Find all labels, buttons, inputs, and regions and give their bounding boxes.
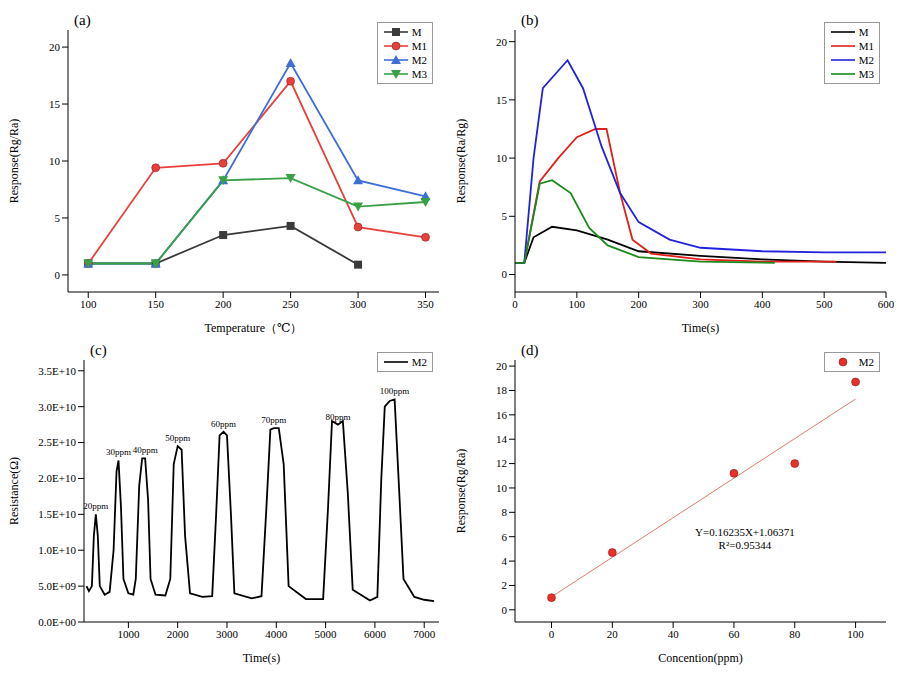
svg-text:100: 100 (80, 298, 97, 310)
svg-text:3.5E+10: 3.5E+10 (38, 365, 76, 377)
svg-text:400: 400 (754, 298, 771, 310)
svg-text:Resistance(Ω): Resistance(Ω) (8, 457, 21, 525)
svg-text:300: 300 (350, 298, 367, 310)
html-text:M1: M1 (858, 40, 874, 52)
svg-text:600: 600 (878, 298, 895, 310)
svg-text:0: 0 (502, 268, 508, 280)
svg-text:5000: 5000 (315, 628, 338, 640)
svg-text:4000: 4000 (265, 628, 288, 640)
svg-text:20: 20 (49, 41, 61, 53)
svg-text:3000: 3000 (216, 628, 239, 640)
html-text:M: M (411, 26, 422, 38)
svg-text:16: 16 (496, 409, 508, 421)
svg-text:300: 300 (692, 298, 709, 310)
svg-text:Temperature（℃）: Temperature（℃） (205, 321, 303, 335)
html-text:M2: M2 (411, 356, 427, 368)
svg-text:30ppm: 30ppm (106, 447, 131, 457)
html-text:M3: M3 (858, 68, 874, 80)
svg-text:60ppm: 60ppm (211, 419, 236, 429)
html-text:M2: M2 (858, 54, 874, 66)
svg-text:1.0E+10: 1.0E+10 (38, 544, 76, 556)
svg-text:Time(s): Time(s) (682, 321, 720, 335)
svg-text:10: 10 (496, 152, 508, 164)
svg-text:10: 10 (49, 155, 61, 167)
html-text:(c): (c) (90, 342, 107, 358)
svg-text:14: 14 (496, 433, 508, 445)
svg-text:40: 40 (668, 628, 680, 640)
svg-text:1.5E+10: 1.5E+10 (38, 508, 76, 520)
svg-text:60: 60 (728, 628, 740, 640)
svg-text:Response(Rg/Ra): Response(Rg/Ra) (455, 449, 468, 534)
svg-text:0: 0 (502, 604, 508, 616)
html-text:(d): (d) (521, 342, 539, 358)
svg-text:0: 0 (549, 628, 555, 640)
svg-text:200: 200 (630, 298, 647, 310)
svg-text:6000: 6000 (364, 628, 387, 640)
svg-text:3.0E+10: 3.0E+10 (38, 401, 76, 413)
svg-text:80ppm: 80ppm (325, 412, 350, 422)
html-text:M: M (858, 26, 869, 38)
html-text:(a): (a) (74, 12, 91, 28)
svg-text:1000: 1000 (117, 628, 140, 640)
svg-text:2.5E+10: 2.5E+10 (38, 436, 76, 448)
html-text:M3: M3 (411, 68, 427, 80)
svg-text:2: 2 (502, 579, 508, 591)
svg-text:350: 350 (417, 298, 434, 310)
svg-text:Concention(ppm): Concention(ppm) (658, 651, 743, 665)
svg-text:7000: 7000 (413, 628, 436, 640)
svg-text:20: 20 (607, 628, 619, 640)
svg-text:2.0E+10: 2.0E+10 (38, 472, 76, 484)
svg-text:0: 0 (55, 269, 61, 281)
svg-text:0.0E+00: 0.0E+00 (38, 616, 76, 628)
svg-text:18: 18 (496, 384, 508, 396)
svg-text:2000: 2000 (167, 628, 190, 640)
svg-text:0: 0 (512, 298, 518, 310)
svg-text:5: 5 (502, 210, 508, 222)
svg-text:10: 10 (496, 482, 508, 494)
svg-text:15: 15 (496, 94, 508, 106)
svg-text:5: 5 (55, 212, 61, 224)
html-text:(b): (b) (521, 12, 539, 28)
svg-text:Response(Ra/Rg): Response(Ra/Rg) (455, 119, 468, 204)
svg-text:500: 500 (816, 298, 833, 310)
svg-text:100: 100 (569, 298, 586, 310)
svg-text:12: 12 (496, 457, 507, 469)
html-text:R²=0.95344: R²=0.95344 (718, 539, 772, 551)
html-text:M2: M2 (411, 54, 427, 66)
svg-text:Response(Rg/Ra): Response(Rg/Ra) (8, 119, 21, 204)
svg-text:80: 80 (789, 628, 801, 640)
svg-text:20: 20 (496, 36, 508, 48)
svg-text:250: 250 (282, 298, 299, 310)
svg-text:20ppm: 20ppm (83, 501, 108, 511)
svg-text:20: 20 (496, 360, 508, 372)
svg-text:100: 100 (847, 628, 864, 640)
svg-text:200: 200 (215, 298, 232, 310)
svg-text:100ppm: 100ppm (380, 386, 410, 396)
svg-text:Time(s): Time(s) (243, 651, 281, 665)
svg-text:50ppm: 50ppm (165, 433, 190, 443)
html-text:M1: M1 (411, 40, 427, 52)
svg-text:70ppm: 70ppm (261, 415, 286, 425)
svg-text:4: 4 (502, 555, 508, 567)
svg-text:40ppm: 40ppm (133, 445, 158, 455)
svg-text:15: 15 (49, 98, 61, 110)
svg-text:150: 150 (147, 298, 164, 310)
svg-text:8: 8 (502, 506, 508, 518)
svg-text:6: 6 (502, 531, 508, 543)
html-text:Y=0.16235X+1.06371: Y=0.16235X+1.06371 (695, 526, 795, 538)
html-text:M2: M2 (858, 356, 874, 368)
svg-text:5.0E+09: 5.0E+09 (38, 580, 76, 592)
